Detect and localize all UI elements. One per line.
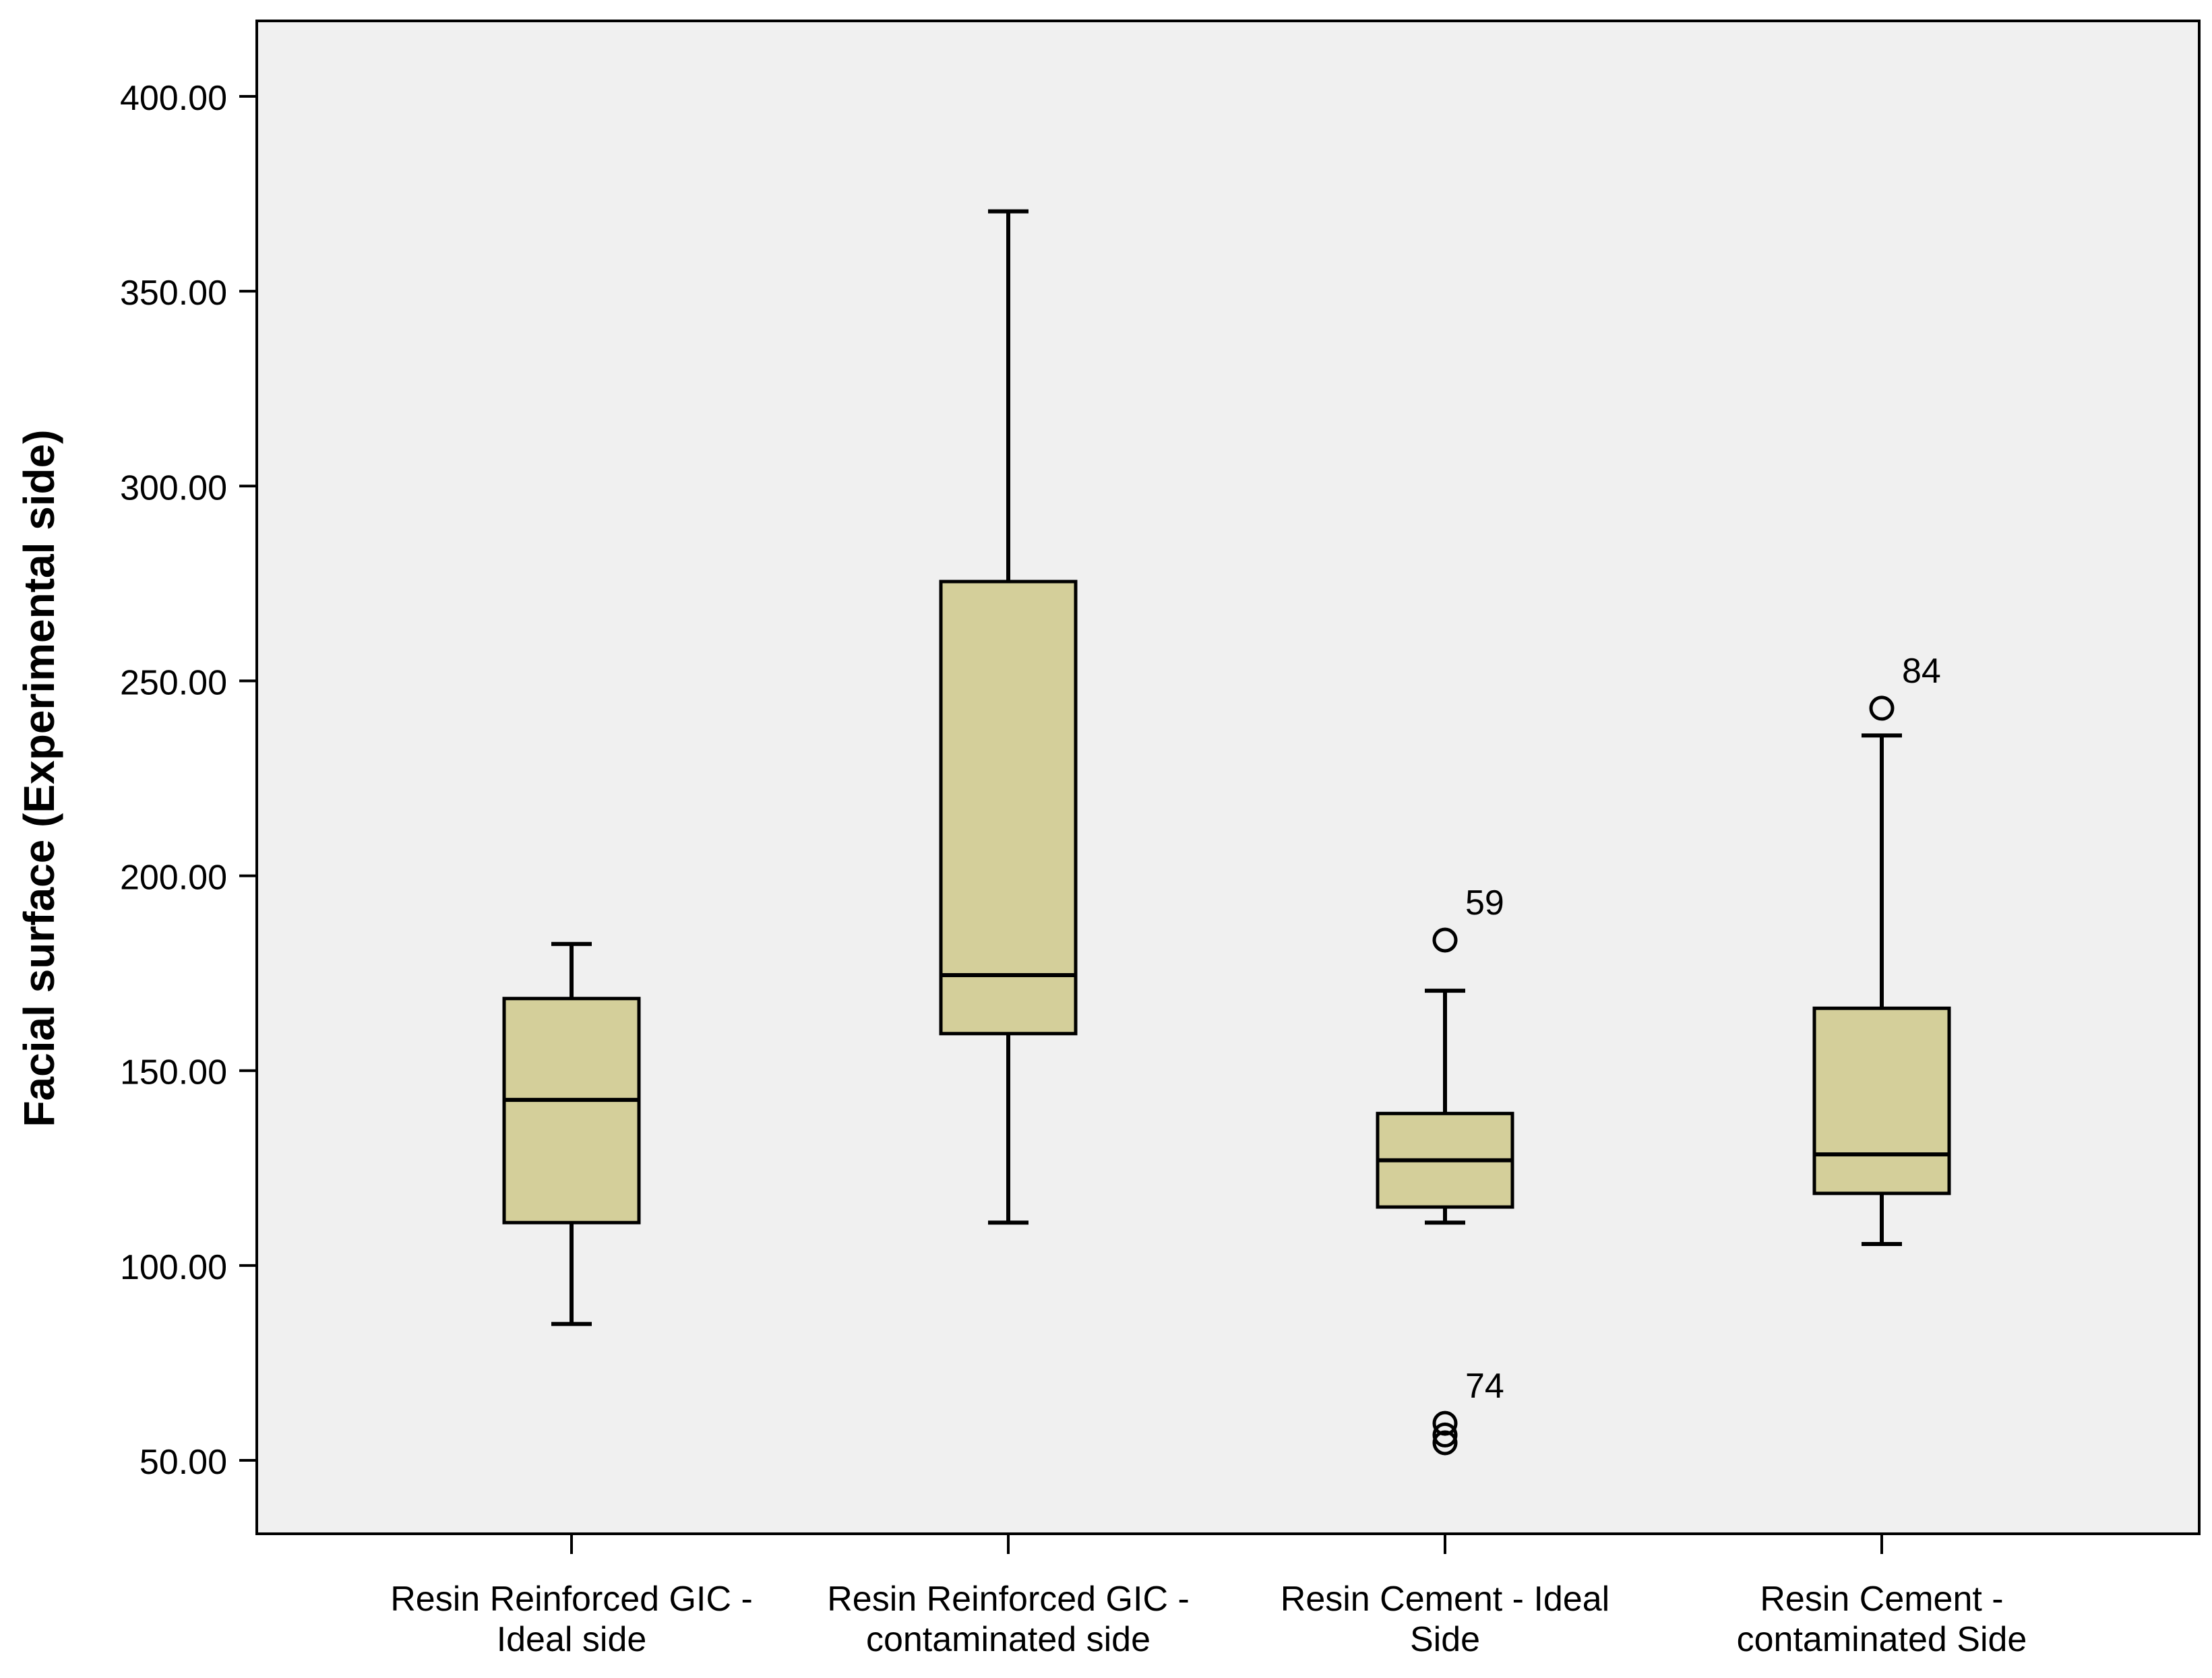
y-tick-label: 350.00 xyxy=(120,274,227,313)
y-tick-label: 150.00 xyxy=(120,1053,227,1092)
plot-area xyxy=(255,20,2201,1535)
x-tick-label: Resin Cement - Ideal xyxy=(1281,1580,1609,1619)
y-tick-label: 100.00 xyxy=(120,1248,227,1287)
outlier-point xyxy=(1432,1410,1458,1436)
box-iqr xyxy=(502,997,641,1224)
y-tick-label: 50.00 xyxy=(140,1443,227,1482)
y-axis: 50.00 100.00 150.00 200.00 250.00 300.00 350.0… xyxy=(120,79,257,1482)
outlier-label: 84 xyxy=(1902,652,1941,691)
y-tick-label: 400.00 xyxy=(120,79,227,118)
x-tick-label: Side xyxy=(1410,1620,1480,1659)
outlier-point xyxy=(1432,927,1458,953)
y-tick-label: 300.00 xyxy=(120,468,227,507)
box-group: 84 xyxy=(1812,652,1951,1247)
box-group: 59 74 xyxy=(1376,883,1514,1456)
x-tick-label: contaminated side xyxy=(866,1620,1150,1659)
box-group xyxy=(939,209,1078,1225)
x-tick-label: Resin Reinforced GIC - xyxy=(827,1580,1190,1619)
x-tick-label: Resin Reinforced GIC - xyxy=(390,1580,753,1619)
outlier-point xyxy=(1869,695,1895,721)
outlier-point xyxy=(1432,1422,1458,1448)
x-tick-label: Ideal side xyxy=(497,1620,647,1659)
box-group xyxy=(502,941,641,1326)
y-axis-title: Facial surface (Experimental side) xyxy=(15,429,63,1127)
box-iqr xyxy=(1812,1006,1951,1195)
box-series: 59 74 84 xyxy=(502,209,1951,1456)
outlier-label: 59 xyxy=(1465,883,1504,923)
outlier-label: 74 xyxy=(1465,1367,1504,1406)
y-tick-label: 200.00 xyxy=(120,859,227,898)
x-tick-label: Resin Cement - xyxy=(1760,1580,2003,1619)
outlier-point xyxy=(1432,1430,1458,1456)
box-iqr xyxy=(939,580,1078,1036)
x-tick-label: contaminated Side xyxy=(1737,1620,2027,1659)
y-tick-label: 250.00 xyxy=(120,663,227,702)
